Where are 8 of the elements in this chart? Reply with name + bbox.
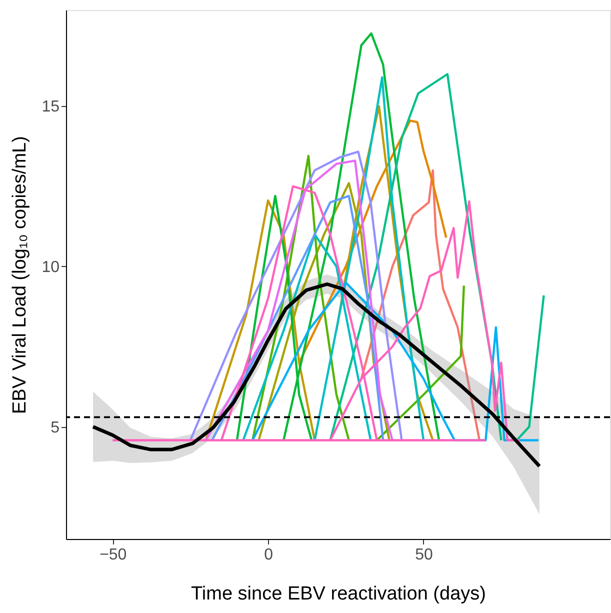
- y-tick-label: 5: [50, 419, 60, 436]
- y-tick-label: 10: [42, 258, 60, 276]
- x-tick-label: −50: [100, 546, 127, 564]
- y-tick-label: 15: [42, 98, 60, 116]
- y-axis-title: EBV Viral Load (log₁₀ copies/mL): [10, 136, 31, 414]
- x-axis-title: Time since EBV reactivation (days): [191, 584, 486, 604]
- x-tick-label: 0: [264, 546, 274, 564]
- x-tick-label: 50: [415, 546, 433, 564]
